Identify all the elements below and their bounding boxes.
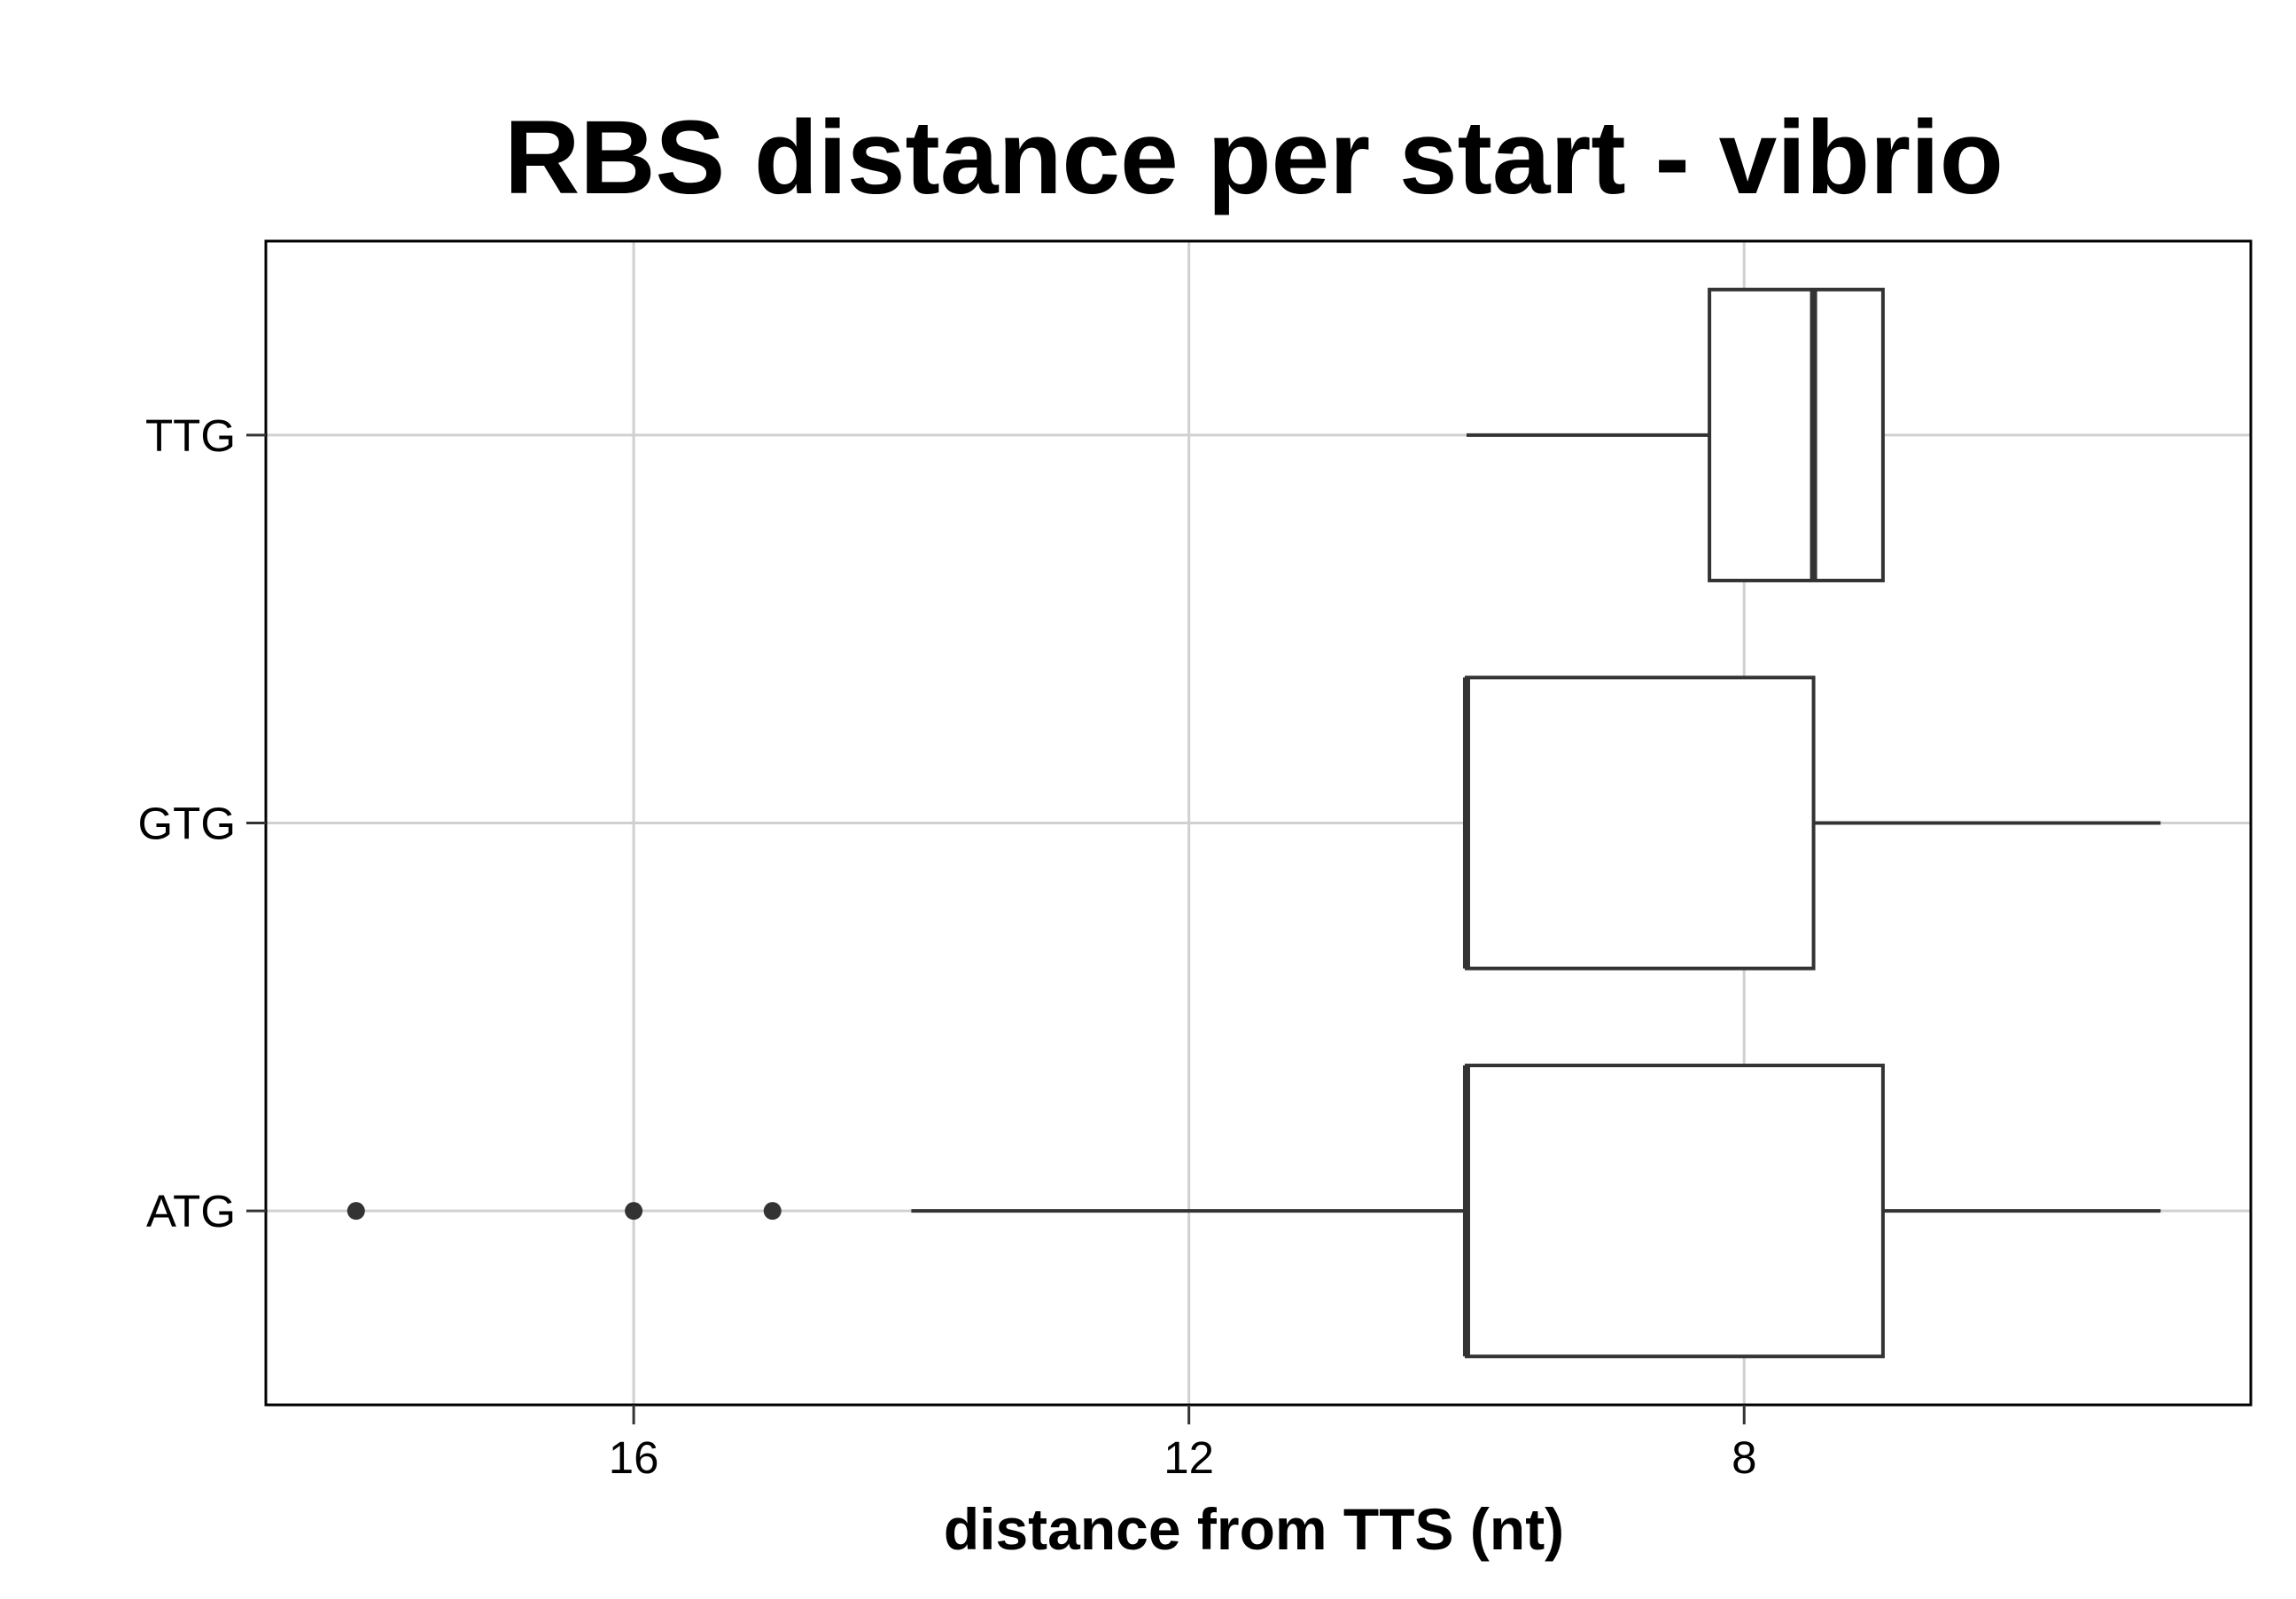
boxes xyxy=(346,287,2161,1359)
outlier-point xyxy=(763,1202,782,1221)
box-ttg xyxy=(1466,287,1885,582)
y-tick-label: GTG xyxy=(138,799,237,849)
box-rect xyxy=(1464,675,1816,971)
axes: ATG GTG TTG 16 12 8 xyxy=(138,410,1757,1483)
outlier-point xyxy=(625,1202,643,1221)
box-atg xyxy=(346,1064,2161,1359)
y-tick-label: ATG xyxy=(146,1186,236,1236)
x-axis-title: distance from TTS (nt) xyxy=(944,1496,1564,1562)
y-tick-label: TTG xyxy=(145,410,236,461)
chart-title: RBS distance per start - vibrio xyxy=(504,99,2004,216)
outlier-point xyxy=(346,1202,365,1221)
box-rect xyxy=(1464,1064,1885,1359)
x-tick-label: 16 xyxy=(609,1432,659,1483)
box-gtg xyxy=(1462,675,2161,971)
x-tick-label: 12 xyxy=(1164,1432,1214,1483)
x-tick-label: 8 xyxy=(1732,1432,1756,1483)
box-rect xyxy=(1708,287,1885,582)
